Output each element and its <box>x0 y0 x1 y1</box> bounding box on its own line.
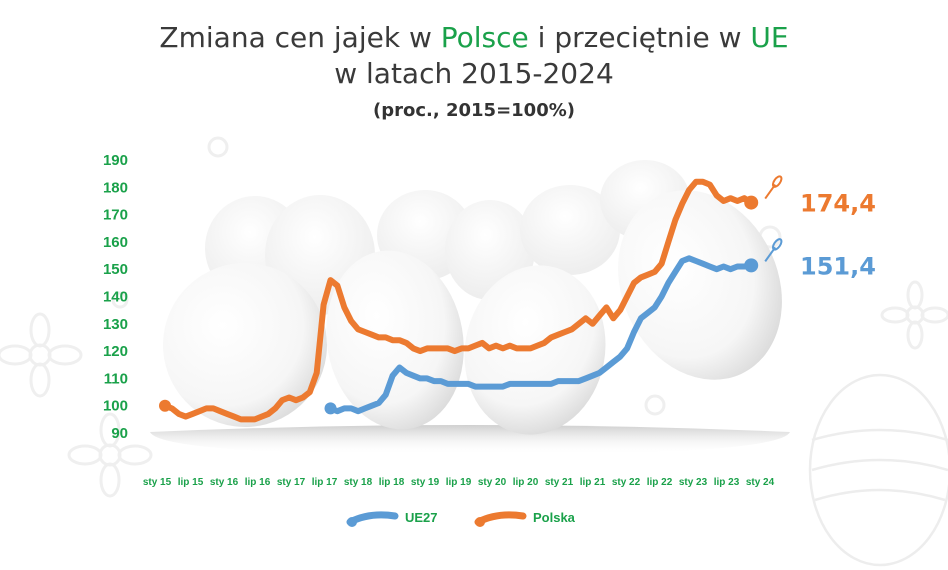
x-tick-label: sty 23 <box>679 477 708 488</box>
legend-label-polska: Polska <box>533 510 576 525</box>
y-tick-label: 150 <box>103 261 128 278</box>
series-start-splat <box>159 400 171 412</box>
easter-egg-decoration <box>810 375 948 565</box>
x-tick-label: sty 22 <box>612 477 641 488</box>
x-axis: sty 15 lip 15 sty 16 lip 16 sty 17 lip 17 sty … <box>143 477 775 488</box>
series-end-point <box>744 196 758 210</box>
x-tick-label: lip 18 <box>379 477 405 488</box>
y-tick-label: 190 <box>103 152 128 169</box>
y-axis: 90 100 110 120 130 140 150 160 170 180 190 <box>103 152 128 442</box>
series-start-splat <box>325 402 337 414</box>
x-tick-label: sty 15 <box>143 477 172 488</box>
y-tick-label: 90 <box>111 425 128 442</box>
x-tick-label: lip 16 <box>245 477 271 488</box>
x-tick-label: sty 19 <box>411 477 440 488</box>
flower-decoration-left <box>0 314 151 496</box>
y-tick-label: 170 <box>103 207 128 224</box>
x-tick-label: sty 21 <box>545 477 574 488</box>
series-end-point <box>744 258 758 272</box>
end-value-label-ue27: 151,4 <box>800 252 876 280</box>
x-tick-label: lip 19 <box>446 477 472 488</box>
x-tick-label: lip 23 <box>714 477 740 488</box>
paintbrush-icon <box>765 175 783 199</box>
y-tick-label: 130 <box>103 316 128 333</box>
y-tick-label: 140 <box>103 289 128 306</box>
legend-swatch-splat <box>475 517 485 527</box>
x-tick-label: sty 17 <box>277 477 306 488</box>
y-tick-label: 120 <box>103 343 128 360</box>
y-tick-label: 180 <box>103 179 128 196</box>
y-tick-label: 110 <box>104 370 128 387</box>
legend-swatch-splat <box>347 517 357 527</box>
x-tick-label: lip 22 <box>647 477 673 488</box>
y-tick-label: 100 <box>103 398 128 415</box>
flower-decoration-right <box>882 282 948 348</box>
x-tick-label: lip 20 <box>513 477 539 488</box>
y-tick-label: 160 <box>103 234 128 251</box>
x-tick-label: sty 16 <box>210 477 239 488</box>
x-tick-label: sty 20 <box>478 477 507 488</box>
x-tick-label: lip 15 <box>178 477 204 488</box>
x-tick-label: lip 17 <box>312 477 338 488</box>
end-value-label-polska: 174,4 <box>800 190 876 218</box>
x-tick-label: lip 21 <box>580 477 606 488</box>
legend: UE27 Polska <box>347 510 576 527</box>
egg-shadow <box>150 425 790 455</box>
end-labels: 174,4 151,4 <box>800 190 876 281</box>
legend-label-ue: UE27 <box>405 510 438 525</box>
x-tick-label: sty 24 <box>746 477 775 488</box>
x-tick-label: sty 18 <box>344 477 373 488</box>
